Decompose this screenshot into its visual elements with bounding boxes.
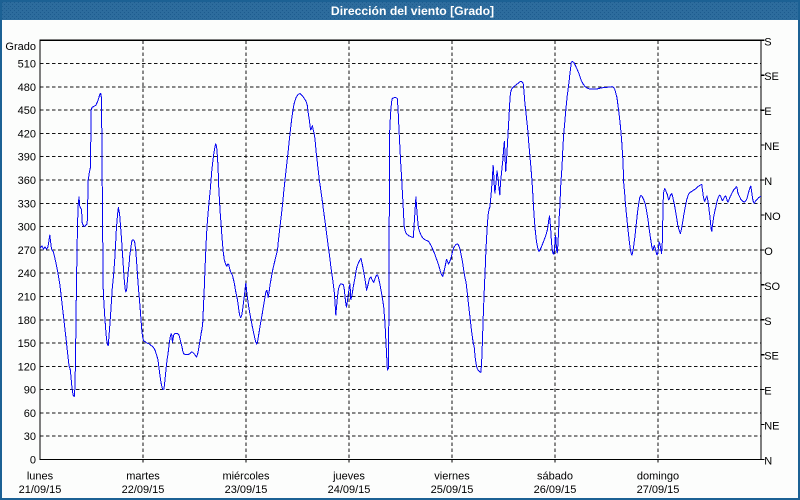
svg-text:N: N bbox=[764, 456, 772, 468]
svg-text:Dirección del viento [Grado]: Dirección del viento [Grado] bbox=[331, 4, 494, 18]
svg-text:150: 150 bbox=[18, 338, 36, 350]
svg-text:N: N bbox=[764, 176, 772, 188]
svg-text:120: 120 bbox=[18, 361, 36, 373]
svg-text:21/09/15: 21/09/15 bbox=[19, 484, 62, 496]
svg-text:60: 60 bbox=[24, 408, 36, 420]
svg-text:O: O bbox=[764, 246, 773, 258]
svg-text:210: 210 bbox=[18, 292, 36, 304]
svg-text:SE: SE bbox=[764, 71, 779, 83]
svg-text:240: 240 bbox=[18, 268, 36, 280]
svg-text:22/09/15: 22/09/15 bbox=[122, 484, 165, 496]
svg-text:E: E bbox=[764, 106, 771, 118]
svg-text:390: 390 bbox=[18, 152, 36, 164]
svg-text:jueves: jueves bbox=[332, 471, 365, 483]
svg-text:360: 360 bbox=[18, 175, 36, 187]
svg-text:SO: SO bbox=[764, 281, 780, 293]
svg-text:S: S bbox=[764, 36, 771, 48]
svg-text:90: 90 bbox=[24, 385, 36, 397]
svg-text:510: 510 bbox=[18, 59, 36, 71]
svg-text:Grado: Grado bbox=[5, 41, 36, 53]
svg-text:180: 180 bbox=[18, 315, 36, 327]
svg-text:300: 300 bbox=[18, 222, 36, 234]
svg-text:27/09/15: 27/09/15 bbox=[637, 484, 680, 496]
svg-text:25/09/15: 25/09/15 bbox=[431, 484, 474, 496]
svg-text:23/09/15: 23/09/15 bbox=[225, 484, 268, 496]
svg-text:0: 0 bbox=[30, 455, 36, 467]
svg-text:domingo: domingo bbox=[637, 471, 679, 483]
svg-text:SE: SE bbox=[764, 351, 779, 363]
svg-text:24/09/15: 24/09/15 bbox=[328, 484, 371, 496]
svg-text:S: S bbox=[764, 316, 771, 328]
svg-text:450: 450 bbox=[18, 105, 36, 117]
svg-text:NE: NE bbox=[764, 421, 779, 433]
svg-text:sábado: sábado bbox=[537, 471, 573, 483]
svg-text:NE: NE bbox=[764, 141, 779, 153]
svg-text:miércoles: miércoles bbox=[222, 471, 270, 483]
svg-text:E: E bbox=[764, 386, 771, 398]
svg-text:30: 30 bbox=[24, 431, 36, 443]
svg-text:330: 330 bbox=[18, 198, 36, 210]
svg-text:martes: martes bbox=[126, 471, 160, 483]
svg-text:NO: NO bbox=[764, 211, 781, 223]
svg-text:viernes: viernes bbox=[434, 471, 470, 483]
svg-text:420: 420 bbox=[18, 129, 36, 141]
svg-text:480: 480 bbox=[18, 82, 36, 94]
svg-text:26/09/15: 26/09/15 bbox=[534, 484, 577, 496]
svg-text:270: 270 bbox=[18, 245, 36, 257]
svg-text:lunes: lunes bbox=[27, 471, 54, 483]
